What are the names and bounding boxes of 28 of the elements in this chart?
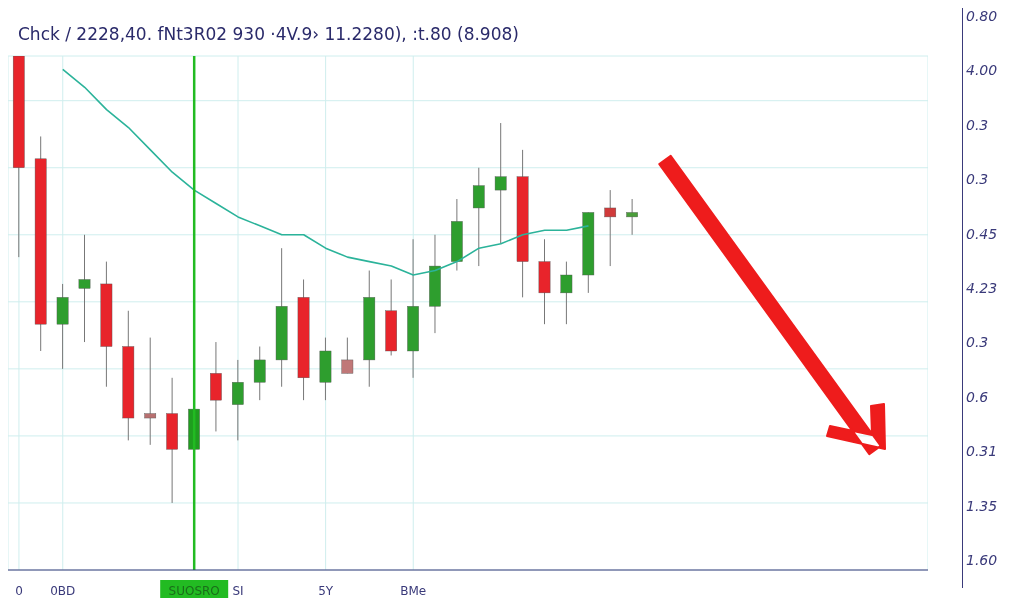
text: 0.3 xyxy=(966,334,990,351)
chart-title: Chck / 2228,40. fNt3R02 930 ·4V.9› 11.2280), :t.80 (8.908) xyxy=(14,22,523,46)
candlestick xyxy=(494,122,507,245)
candlestick xyxy=(144,337,157,446)
text: 0.45 xyxy=(966,225,998,242)
text: 0.3 xyxy=(966,171,990,188)
candlestick xyxy=(604,189,617,267)
x-tick-label: SUOSRO xyxy=(168,584,220,598)
x-tick-label: 0BD xyxy=(50,584,76,598)
candlestick xyxy=(341,337,354,374)
candlestick xyxy=(78,234,91,343)
candlestick xyxy=(232,359,244,441)
text: 1.60 xyxy=(966,551,998,568)
candlestick xyxy=(472,167,485,267)
text: 0.6 xyxy=(966,388,990,405)
candlestick xyxy=(560,261,573,325)
x-tick-label: 0 xyxy=(15,584,23,598)
text: 1.35 xyxy=(966,497,998,514)
x-tick-label: SI xyxy=(232,584,244,598)
candlestick xyxy=(253,346,266,401)
x-tick-label: BMe xyxy=(400,584,427,598)
text: 4.23 xyxy=(966,279,998,296)
text: 0.31 xyxy=(966,443,998,460)
text: 4.00 xyxy=(966,62,998,79)
candlestick xyxy=(626,198,638,236)
x-tick-label: 5Y xyxy=(318,584,334,598)
text: 0.80 xyxy=(966,8,998,24)
text: 0.3 xyxy=(966,116,990,133)
